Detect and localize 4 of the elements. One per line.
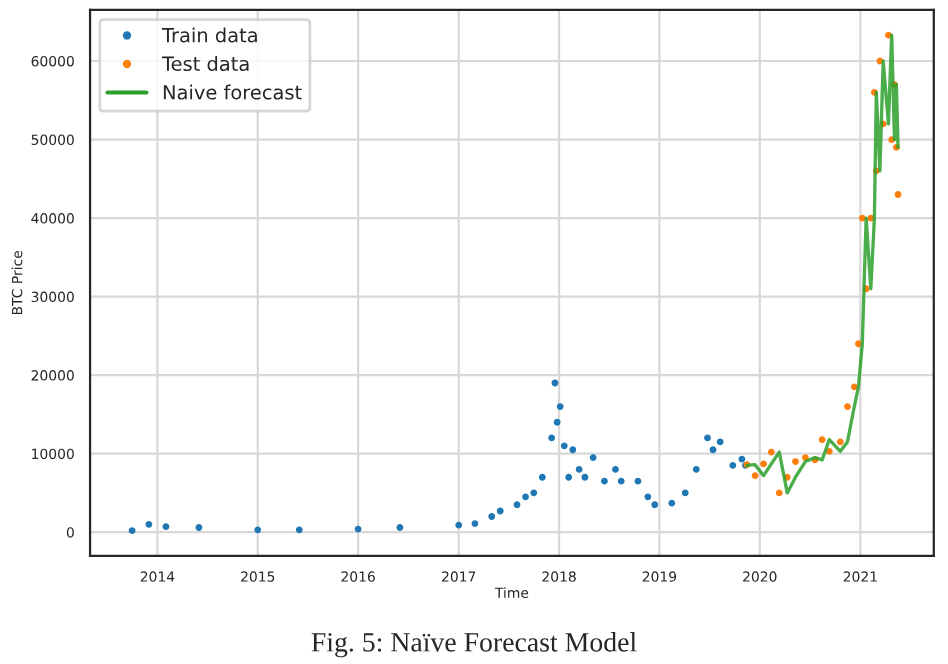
legend-label: Naive forecast <box>163 84 302 100</box>
caption: Fig. 5: Naïve Forecast Model <box>311 632 637 658</box>
legend-label: Test data <box>161 56 249 72</box>
legend-label: Train data <box>161 27 257 43</box>
